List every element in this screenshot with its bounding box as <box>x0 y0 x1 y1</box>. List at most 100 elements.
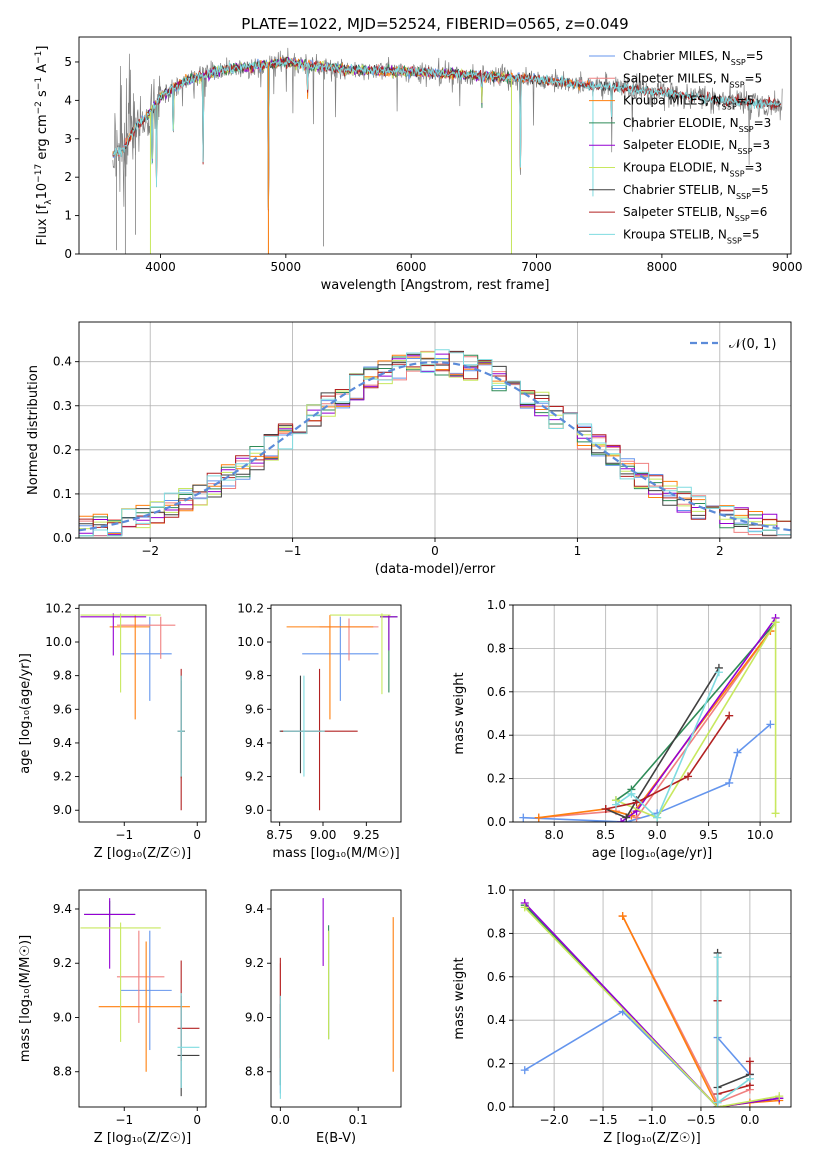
series-marker <box>601 804 610 813</box>
series-marker <box>745 1074 754 1083</box>
errorbar-salpeter-elodie <box>380 615 398 651</box>
legend-label-text: Chabrier ELODIE, N <box>623 116 739 130</box>
series-marker <box>534 813 543 822</box>
x-tick-label: 9000 <box>772 260 803 274</box>
y-tick-label: 0.3 <box>53 399 72 413</box>
x-tick-label: 8.75 <box>266 828 293 842</box>
y-tick-label: 10.2 <box>237 601 264 615</box>
x-tick-label: 9.00 <box>310 828 337 842</box>
y-tick-label: 1.0 <box>487 883 506 897</box>
x-axis-label: Z [log₁₀(Z/Z☉)] <box>603 1131 700 1146</box>
x-tick-label: 10.0 <box>747 828 774 842</box>
x-axis-label: age [log₁₀(age/yr)] <box>592 846 713 861</box>
errorbar-kroupa-stelib <box>283 675 325 777</box>
legend-label-text: Kroupa STELIB, N <box>623 227 727 241</box>
plot-area <box>279 613 398 811</box>
series-line <box>605 715 730 810</box>
legend-label-text: Salpeter ELODIE, N <box>623 138 737 152</box>
y-tick-label: 2 <box>64 170 72 184</box>
errorbar-salpeter-elodie <box>80 613 147 656</box>
series-marker <box>745 1057 754 1066</box>
x-tick-label: 1 <box>574 544 582 558</box>
x-tick-label: 8.5 <box>596 828 615 842</box>
legend-label-sub: SSP <box>730 80 745 89</box>
series-line <box>615 619 777 819</box>
y-tick-label: 0.4 <box>487 728 506 742</box>
axes-frame <box>78 604 207 823</box>
legend-label-text: Salpeter MILES, N <box>623 71 730 85</box>
plot-background <box>79 890 206 1107</box>
legend-label-chabrier-elodie: Chabrier ELODIE, NSSP=3 <box>623 116 771 133</box>
legend-label-sub: SSP <box>736 191 751 200</box>
series-marker <box>684 772 693 781</box>
x-tick-label: 9.0 <box>648 828 667 842</box>
legend-label-suffix: =3 <box>752 138 770 152</box>
series-line <box>523 723 771 822</box>
x-tick-label: 0.1 <box>349 1113 368 1127</box>
errorbar-kroupa-elodie <box>80 613 161 693</box>
plot-background <box>513 605 791 822</box>
y-tick-label: 9.0 <box>53 1010 72 1024</box>
y-tick-label: 0.0 <box>53 531 72 545</box>
legend-label-suffix: =5 <box>746 49 764 63</box>
axes-frame <box>78 36 792 255</box>
panel-mass-vs-ebv: 0.0 0.1 8.8 9.0 9.2 9.4 E(B-V) <box>245 889 402 1146</box>
errorbar-salpeter-miles <box>116 616 176 659</box>
errorbar-salpeter-miles <box>116 930 165 1023</box>
panel-mass-vs-Z: −1 0 8.8 9.0 9.2 9.4 Z [log₁₀(Z/Z☉)] mass [log₁… <box>18 889 207 1146</box>
y-tick-label: 0.2 <box>487 1057 506 1071</box>
series-salpeter-stelib <box>601 711 734 813</box>
y-axis-label-part: −1 <box>34 51 44 64</box>
series-marker <box>632 798 641 807</box>
y-tick-label: 10.0 <box>45 635 72 649</box>
x-tick-label: 8000 <box>647 260 678 274</box>
y-axis-label-part: A <box>35 64 50 77</box>
legend-label-chabrier-stelib: Chabrier STELIB, NSSP=5 <box>623 183 769 201</box>
legend-label-suffix: =5 <box>751 183 769 197</box>
series-marker <box>771 618 780 627</box>
y-tick-label: 0.4 <box>487 1013 506 1027</box>
errorbar-chabrier-miles <box>302 616 379 701</box>
legend-label-text: Salpeter STELIB, N <box>623 205 735 219</box>
legend-label-suffix: =5 <box>742 227 760 241</box>
legend-label-salpeter-miles: Salpeter MILES, NSSP=5 <box>623 71 762 89</box>
series-kroupa-stelib <box>713 953 754 1107</box>
y-tick-label: 9.4 <box>245 736 264 750</box>
series-line <box>524 906 780 1107</box>
series-marker <box>713 953 722 962</box>
legend-label-kroupa-miles: Kroupa MILES, NSSP=5 <box>623 94 754 112</box>
plot-area <box>279 898 394 1099</box>
y-axis-label-part: erg cm <box>35 114 50 163</box>
x-axis-label: E(B-V) <box>316 1131 356 1146</box>
series-marker <box>520 1066 529 1075</box>
series-marker <box>725 778 734 787</box>
panel-spectrum: 4000 5000 6000 7000 8000 9000 0 1 2 3 4 5 wavelength… <box>34 36 803 293</box>
y-axis-label: age [log₁₀(age/yr)] <box>18 653 33 774</box>
y-tick-label: 0.0 <box>487 815 506 829</box>
x-axis-label: Z [log₁₀(Z/Z☉)] <box>94 846 191 861</box>
y-tick-label: 9.2 <box>245 956 264 970</box>
y-tick-label: 3 <box>64 132 72 146</box>
series-marker <box>519 813 528 822</box>
x-tick-label: 0.0 <box>740 1113 759 1127</box>
x-axis-label: wavelength [Angstrom, rest frame] <box>321 278 550 293</box>
y-tick-label: 0.4 <box>53 355 72 369</box>
errorbar-kroupa-stelib <box>177 993 200 1089</box>
series-line <box>615 671 720 820</box>
plot-area <box>112 47 783 254</box>
legend-label-sub: SSP <box>735 214 750 223</box>
panel-weight-vs-age: 8.0 8.5 9.0 9.5 10.0 0.0 0.2 0.4 0.6 0.8 1.0 age [l… <box>452 598 792 861</box>
x-tick-label: 0.0 <box>271 1113 290 1127</box>
y-tick-label: 0.1 <box>53 487 72 501</box>
series-marker <box>618 912 627 921</box>
y-tick-label: 9.6 <box>245 702 264 716</box>
y-axis-label-part: −17 <box>34 164 44 183</box>
y-tick-label: 9.2 <box>53 770 72 784</box>
x-tick-label: −1 <box>115 828 133 842</box>
figure-title: PLATE=1022, MJD=52524, FIBERID=0565, z=0… <box>241 15 628 33</box>
axes-frame <box>270 889 402 1108</box>
axes-frame <box>78 889 207 1108</box>
y-tick-label: 9.2 <box>53 956 72 970</box>
series-marker <box>622 813 631 822</box>
